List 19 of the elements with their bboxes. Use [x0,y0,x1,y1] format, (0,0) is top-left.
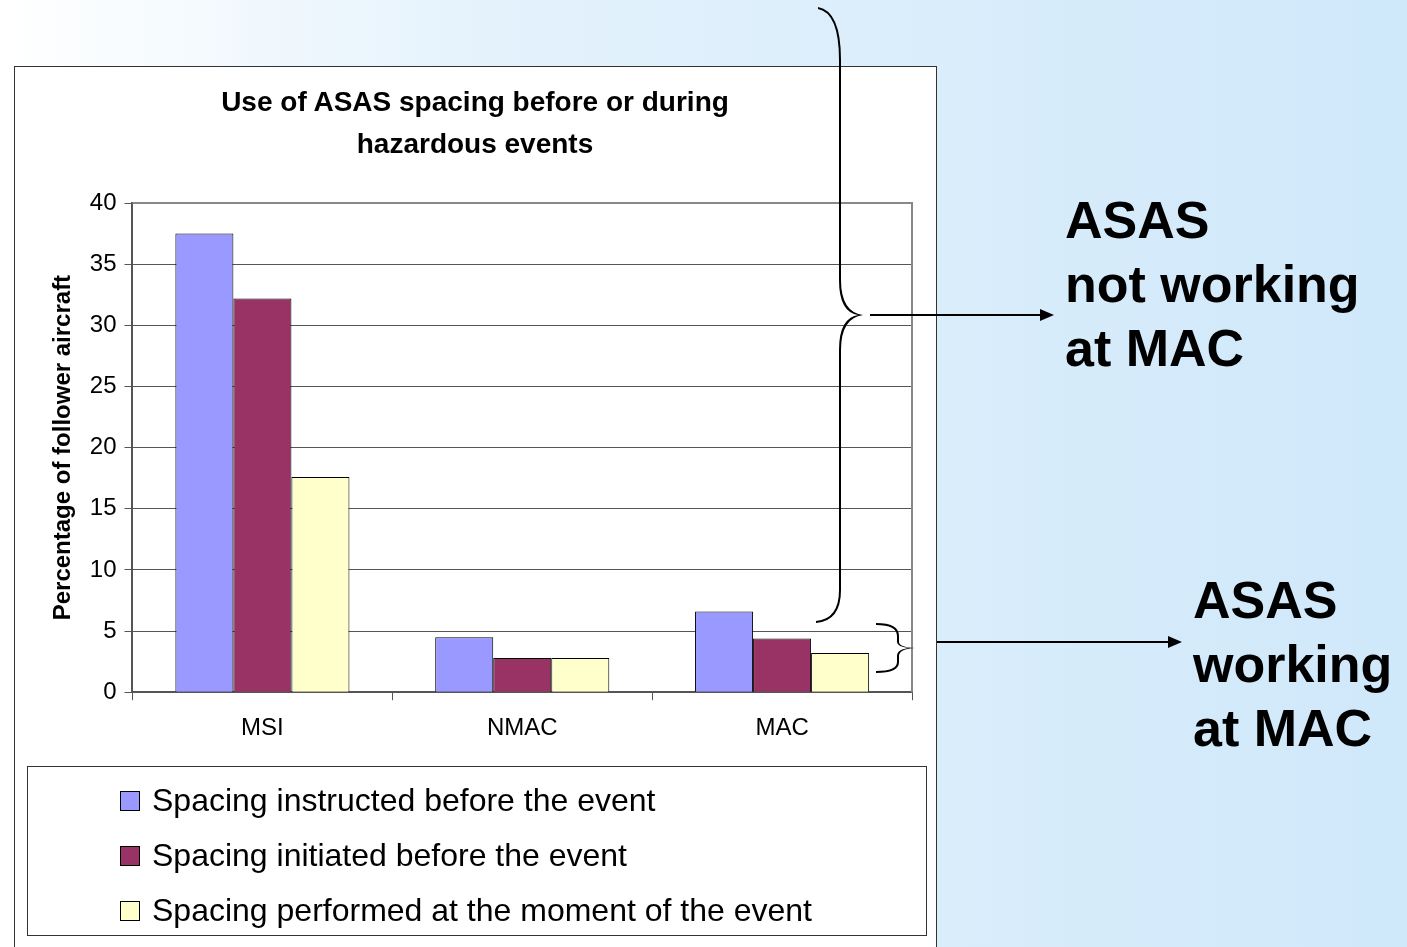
y-tick-label: 20 [89,432,117,460]
text: ASAS working at MAC [1193,570,1393,759]
y-tick-label: 5 [103,615,117,643]
legend-label: Spacing performed at the moment of the event [152,892,812,929]
y-tick-label: 25 [89,371,117,399]
y-tick-label: 0 [103,676,117,704]
y-tick-label: 15 [89,493,117,521]
y-tick-label: 35 [89,248,117,276]
y-tick-label: 10 [89,554,117,582]
legend-label: Spacing instructed before the event [152,782,656,819]
y-axis-title: Percentage of follower aircraft [48,274,76,621]
legend-label: Spacing initiated before the event [152,837,627,874]
x-tick-label: NMAC [486,713,558,741]
text: ASAS not working at MAC [1065,190,1360,379]
chart-title: Use of ASAS spacing before or during hazardous events [220,85,730,161]
y-tick-label: 30 [89,309,117,337]
x-tick-label: MAC [755,713,809,741]
x-tick-label: MSI [241,713,284,741]
y-tick-label: 40 [89,187,117,215]
